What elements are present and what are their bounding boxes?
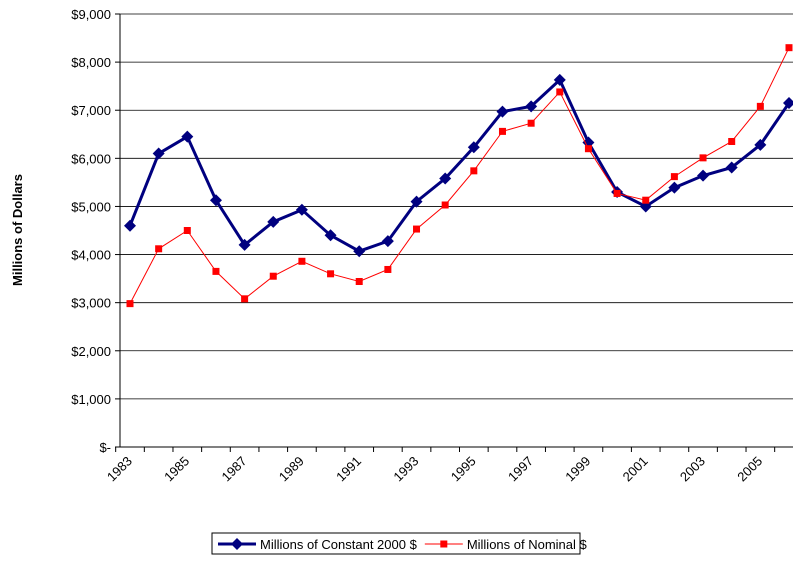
diamond-marker [553, 73, 566, 86]
x-tick-label: 2001 [620, 453, 651, 484]
diamond-marker [124, 219, 136, 232]
diamond-marker [152, 147, 165, 160]
square-marker [785, 44, 793, 52]
square-marker [441, 201, 449, 209]
square-marker [584, 145, 592, 153]
square-marker [470, 167, 478, 175]
square-marker [126, 300, 134, 308]
diamond-marker [181, 130, 194, 143]
y-tick-label: $8,000 [71, 55, 111, 70]
legend-box [211, 532, 581, 555]
square-marker [527, 119, 535, 127]
square-marker [155, 245, 163, 253]
diamond-marker [381, 235, 394, 248]
legend-marker [231, 538, 243, 550]
square-marker [699, 154, 707, 162]
square-marker [756, 102, 764, 110]
square-marker [183, 227, 191, 234]
diamond-marker [295, 203, 308, 216]
x-tick-label: 1993 [390, 453, 421, 484]
square-marker [613, 189, 621, 197]
diamond-marker [238, 238, 251, 251]
square-marker [556, 88, 564, 96]
diamond-marker [725, 161, 738, 174]
square-marker [327, 270, 335, 278]
legend-marker [440, 540, 448, 548]
square-marker [413, 225, 421, 233]
x-tick-label: 1995 [448, 453, 479, 484]
x-tick-label: 1989 [276, 453, 307, 484]
y-tick-label: $3,000 [71, 296, 111, 311]
diamond-marker [267, 215, 280, 228]
y-axis-label: Millions of Dollars [10, 174, 25, 286]
x-tick-label: 1991 [333, 453, 364, 484]
y-tick-label: $1,000 [71, 392, 111, 407]
diamond-marker [783, 97, 793, 110]
y-tick-label: $9,000 [71, 7, 111, 22]
y-tick-label: $5,000 [71, 199, 111, 214]
series-line [129, 47, 790, 304]
square-marker [384, 265, 392, 273]
x-tick-label: 1999 [562, 453, 593, 484]
x-tick-label: 1987 [219, 453, 250, 484]
x-tick-label: 2003 [677, 453, 708, 484]
x-tick-label: 2005 [734, 453, 765, 484]
legend-label: Millions of Constant 2000 $ [260, 537, 418, 552]
diamond-marker [525, 100, 538, 113]
square-marker [642, 196, 650, 204]
diamond-marker [439, 172, 452, 185]
diamond-marker [324, 229, 337, 242]
y-tick-label: $- [99, 440, 111, 455]
diamond-marker [754, 138, 767, 151]
square-marker [269, 272, 277, 280]
square-marker [241, 295, 249, 303]
series-line [128, 77, 791, 253]
y-tick-label: $6,000 [71, 151, 111, 166]
x-tick-label: 1983 [104, 453, 135, 484]
square-marker [212, 267, 220, 275]
y-tick-label: $7,000 [71, 103, 111, 118]
y-tick-label: $4,000 [71, 248, 111, 263]
diamond-marker [496, 105, 509, 118]
diamond-marker [668, 181, 681, 194]
y-tick-label: $2,000 [71, 344, 111, 359]
legend-label: Millions of Nominal $ [467, 537, 588, 552]
square-marker [670, 173, 678, 181]
diamond-marker [209, 194, 222, 207]
square-marker [498, 127, 506, 135]
x-tick-label: 1985 [161, 453, 192, 484]
square-marker [298, 257, 306, 265]
square-marker [728, 137, 736, 145]
diamond-marker [697, 169, 710, 182]
diamond-marker [353, 245, 366, 258]
x-tick-label: 1997 [505, 453, 536, 484]
diamond-marker [410, 195, 423, 208]
diamond-marker [467, 141, 480, 154]
square-marker [355, 277, 363, 285]
